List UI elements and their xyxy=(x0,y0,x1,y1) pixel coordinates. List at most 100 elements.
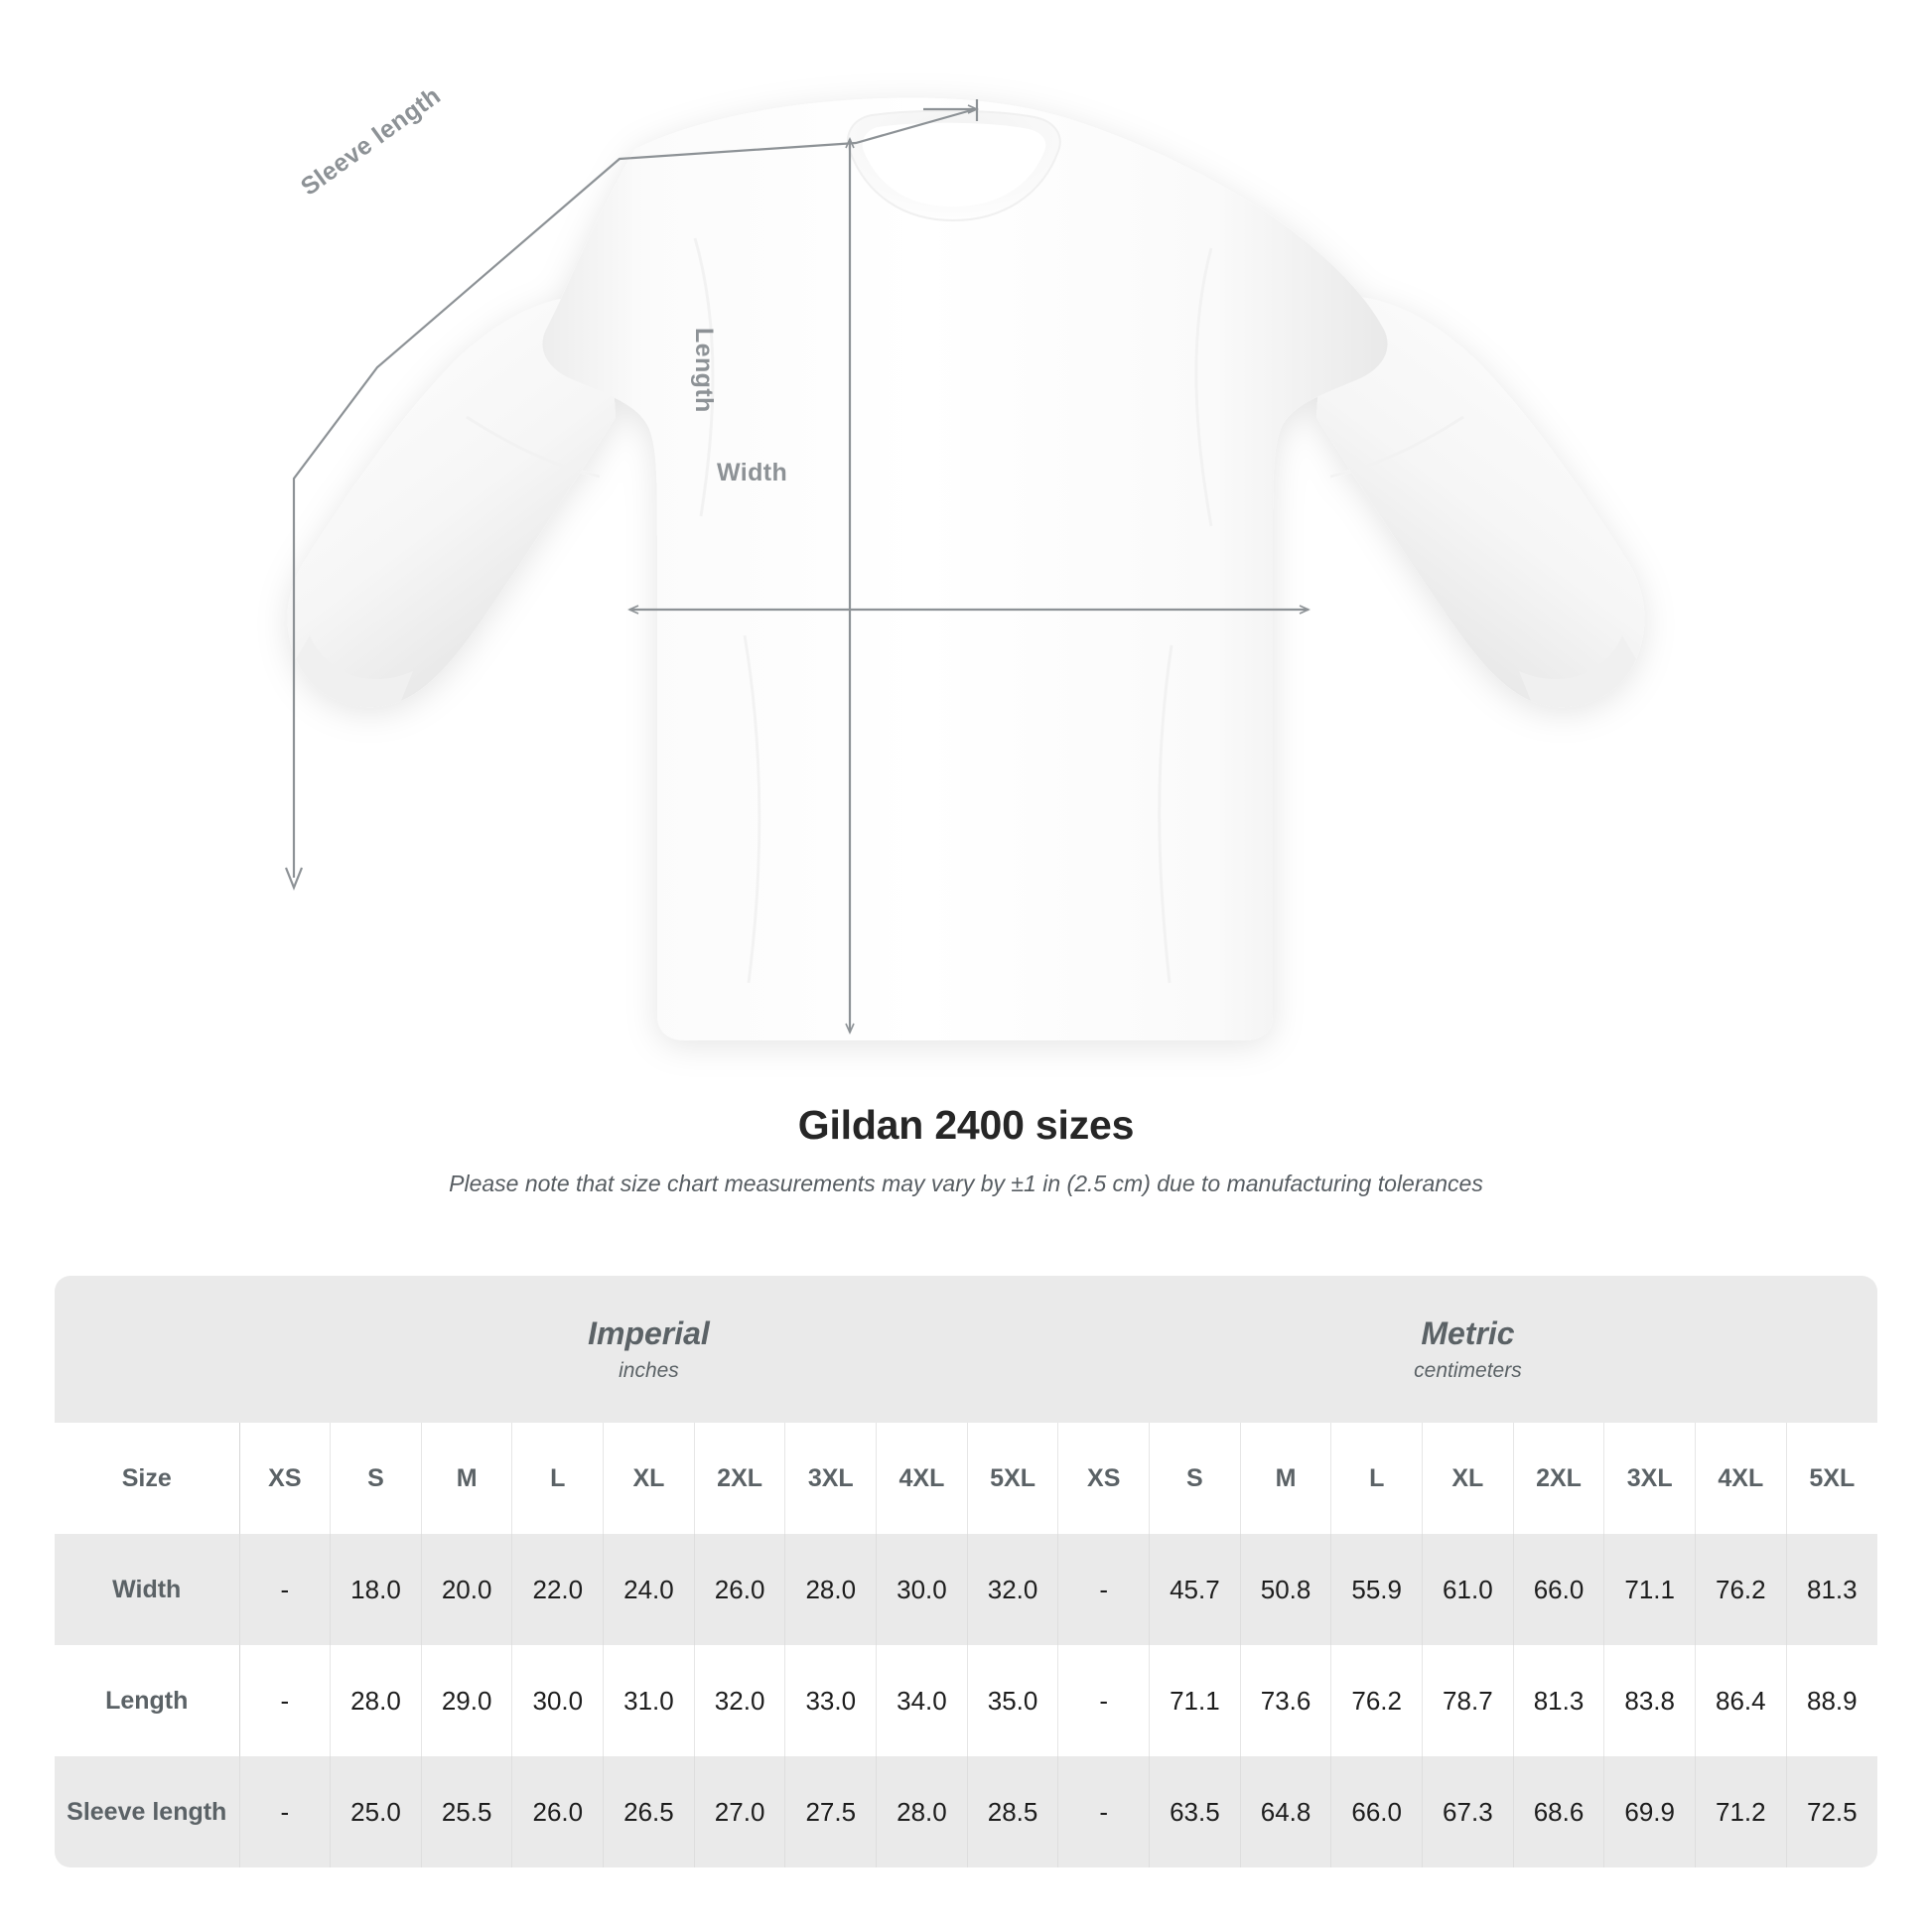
cell-length-metric-5xl: 88.9 xyxy=(1786,1645,1877,1756)
cell-sleeve-imperial-xl: 26.5 xyxy=(603,1756,695,1867)
cell-length-imperial-3xl: 33.0 xyxy=(784,1645,878,1756)
cell-length-imperial-xs: - xyxy=(238,1645,332,1756)
header-size-imperial-2xl: 2XL xyxy=(694,1423,786,1534)
cell-length-metric-2xl: 81.3 xyxy=(1513,1645,1605,1756)
cell-length-imperial-s: 28.0 xyxy=(330,1645,422,1756)
size-header-row: Size XS S M L XL 2XL 3XL 4XL 5XL XS S M … xyxy=(55,1423,1877,1534)
cell-sleeve-imperial-4xl: 28.0 xyxy=(876,1756,968,1867)
unit-system-row: Imperial inches Metric centimeters xyxy=(55,1276,1877,1423)
size-table-container: Imperial inches Metric centimeters Size … xyxy=(55,1276,1877,1867)
cell-length-metric-l: 76.2 xyxy=(1330,1645,1424,1756)
cell-sleeve-metric-3xl: 69.9 xyxy=(1603,1756,1696,1867)
unit-cell-imperial: Imperial inches xyxy=(239,1276,1058,1423)
cell-sleeve-imperial-l: 26.0 xyxy=(511,1756,605,1867)
length-dimension-label: Length xyxy=(690,328,718,413)
garment-body xyxy=(287,97,1645,1040)
header-size-metric-3xl: 3XL xyxy=(1603,1423,1696,1534)
cell-width-metric-m: 50.8 xyxy=(1240,1534,1332,1645)
unit-title-imperial: Imperial xyxy=(588,1314,710,1351)
sleeve-measure-line xyxy=(284,99,979,891)
header-size-metric-s: S xyxy=(1149,1423,1241,1534)
header-size-metric-l: L xyxy=(1330,1423,1424,1534)
header-size-imperial-m: M xyxy=(421,1423,513,1534)
cell-length-metric-s: 71.1 xyxy=(1149,1645,1241,1756)
cell-width-metric-xs: - xyxy=(1057,1534,1151,1645)
cell-sleeve-metric-s: 63.5 xyxy=(1149,1756,1241,1867)
header-size-imperial-xs: XS xyxy=(238,1423,332,1534)
cell-length-metric-3xl: 83.8 xyxy=(1603,1645,1696,1756)
cell-sleeve-metric-m: 64.8 xyxy=(1240,1756,1332,1867)
cell-length-imperial-xl: 31.0 xyxy=(603,1645,695,1756)
cell-width-imperial-m: 20.0 xyxy=(421,1534,513,1645)
header-size-metric-xl: XL xyxy=(1422,1423,1514,1534)
header-size-metric-4xl: 4XL xyxy=(1695,1423,1787,1534)
unit-subtitle-imperial: inches xyxy=(619,1359,679,1383)
cell-width-imperial-s: 18.0 xyxy=(330,1534,422,1645)
unit-spacer-cell xyxy=(55,1276,239,1423)
cell-width-imperial-3xl: 28.0 xyxy=(784,1534,878,1645)
row-label-length: Length xyxy=(55,1645,240,1756)
tolerance-note: Please note that size chart measurements… xyxy=(449,1171,1483,1196)
cell-width-metric-2xl: 66.0 xyxy=(1513,1534,1605,1645)
cell-width-imperial-xs: - xyxy=(238,1534,332,1645)
size-table: Imperial inches Metric centimeters Size … xyxy=(55,1276,1877,1867)
cell-width-metric-l: 55.9 xyxy=(1330,1534,1424,1645)
table-row-width: Width - 18.0 20.0 22.0 24.0 26.0 28.0 30… xyxy=(55,1534,1877,1645)
table-row-length: Length - 28.0 29.0 30.0 31.0 32.0 33.0 3… xyxy=(55,1645,1877,1756)
row-label-sleeve-length: Sleeve length xyxy=(55,1756,240,1867)
cell-width-metric-5xl: 81.3 xyxy=(1786,1534,1877,1645)
cell-width-metric-xl: 61.0 xyxy=(1422,1534,1514,1645)
chart-heading: Gildan 2400 sizes Please note that size … xyxy=(0,1102,1932,1197)
header-size-metric-xs: XS xyxy=(1057,1423,1151,1534)
header-size-imperial-s: S xyxy=(330,1423,422,1534)
cell-width-metric-3xl: 71.1 xyxy=(1603,1534,1696,1645)
shirt-drawing xyxy=(284,97,1645,1040)
cell-length-imperial-4xl: 34.0 xyxy=(876,1645,968,1756)
row-label-width: Width xyxy=(55,1534,240,1645)
cell-sleeve-metric-5xl: 72.5 xyxy=(1786,1756,1877,1867)
cell-width-imperial-l: 22.0 xyxy=(511,1534,605,1645)
header-size-imperial-xl: XL xyxy=(603,1423,695,1534)
cell-sleeve-imperial-5xl: 28.5 xyxy=(967,1756,1059,1867)
cell-sleeve-imperial-3xl: 27.5 xyxy=(784,1756,878,1867)
cell-sleeve-metric-l: 66.0 xyxy=(1330,1756,1424,1867)
header-size-imperial-l: L xyxy=(511,1423,605,1534)
cell-sleeve-imperial-2xl: 27.0 xyxy=(694,1756,786,1867)
unit-cell-metric: Metric centimeters xyxy=(1057,1276,1877,1423)
cell-width-metric-4xl: 76.2 xyxy=(1695,1534,1787,1645)
cell-length-imperial-l: 30.0 xyxy=(511,1645,605,1756)
cell-length-metric-xs: - xyxy=(1057,1645,1151,1756)
cell-sleeve-imperial-xs: - xyxy=(238,1756,332,1867)
cell-sleeve-imperial-m: 25.5 xyxy=(421,1756,513,1867)
cell-width-imperial-xl: 24.0 xyxy=(603,1534,695,1645)
cell-length-imperial-2xl: 32.0 xyxy=(694,1645,786,1756)
cell-length-imperial-m: 29.0 xyxy=(421,1645,513,1756)
cell-length-metric-4xl: 86.4 xyxy=(1695,1645,1787,1756)
header-size-metric-2xl: 2XL xyxy=(1513,1423,1605,1534)
cell-width-imperial-4xl: 30.0 xyxy=(876,1534,968,1645)
header-size-metric-5xl: 5XL xyxy=(1786,1423,1877,1534)
header-size-imperial-3xl: 3XL xyxy=(784,1423,878,1534)
table-row-sleeve-length: Sleeve length - 25.0 25.5 26.0 26.5 27.0… xyxy=(55,1756,1877,1867)
cell-length-imperial-5xl: 35.0 xyxy=(967,1645,1059,1756)
cell-length-metric-xl: 78.7 xyxy=(1422,1645,1514,1756)
cell-width-metric-s: 45.7 xyxy=(1149,1534,1241,1645)
cell-sleeve-metric-2xl: 68.6 xyxy=(1513,1756,1605,1867)
unit-subtitle-metric: centimeters xyxy=(1414,1359,1522,1383)
unit-title-metric: Metric xyxy=(1421,1314,1515,1351)
header-size-metric-m: M xyxy=(1240,1423,1332,1534)
page-title: Gildan 2400 sizes xyxy=(797,1102,1135,1148)
cell-width-imperial-2xl: 26.0 xyxy=(694,1534,786,1645)
cell-sleeve-metric-xs: - xyxy=(1057,1756,1151,1867)
cell-sleeve-metric-4xl: 71.2 xyxy=(1695,1756,1787,1867)
header-size-imperial-4xl: 4XL xyxy=(876,1423,968,1534)
header-size-imperial-5xl: 5XL xyxy=(967,1423,1059,1534)
cell-length-metric-m: 73.6 xyxy=(1240,1645,1332,1756)
garment-illustration: Sleeve length Length Width xyxy=(284,81,1645,1040)
width-dimension-label: Width xyxy=(717,459,788,486)
cell-sleeve-metric-xl: 67.3 xyxy=(1422,1756,1514,1867)
cell-width-imperial-5xl: 32.0 xyxy=(967,1534,1059,1645)
cell-sleeve-imperial-s: 25.0 xyxy=(330,1756,422,1867)
header-size-label: Size xyxy=(55,1423,240,1534)
